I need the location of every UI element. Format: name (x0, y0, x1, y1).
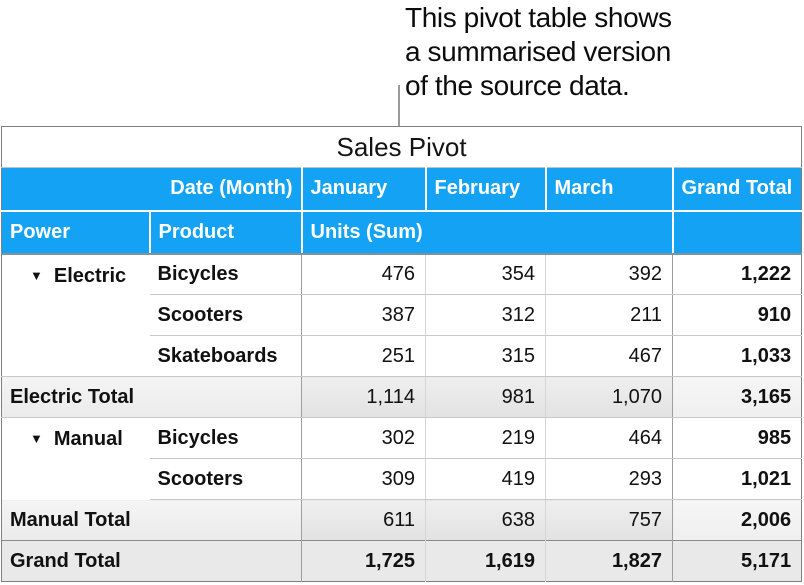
field-header-row: Power Product Units (Sum) (1, 210, 802, 255)
header-units-sum[interactable]: Units (Sum) (301, 210, 674, 255)
data-cell[interactable]: 467 (545, 335, 673, 377)
table-row: Skateboards 251 315 467 1,033 (2, 335, 802, 377)
total-row-label[interactable]: Electric Total (1, 376, 302, 418)
pivot-table-grid: Sales Pivot Date (Month) January Februar… (1, 126, 803, 582)
data-cell[interactable]: 476 (301, 253, 426, 295)
header-grand-total[interactable]: Grand Total (672, 167, 802, 212)
grand-total-grand-total-cell[interactable]: 5,171 (671, 540, 802, 582)
data-cell[interactable]: 211 (545, 294, 673, 336)
callout-leader-line (398, 85, 400, 126)
data-cell[interactable]: 293 (545, 458, 673, 500)
total-grand-total-cell[interactable]: 3,165 (671, 376, 802, 418)
group-cell-electric[interactable]: ▼ Electric (1, 253, 150, 377)
total-data-cell[interactable]: 1,070 (545, 376, 673, 418)
disclosure-triangle-icon[interactable]: ▼ (30, 431, 43, 446)
data-cell[interactable]: 419 (425, 458, 546, 500)
product-cell[interactable]: Bicycles (149, 417, 302, 459)
grand-total-cell[interactable]: 1,021 (671, 458, 802, 500)
callout-annotation: This pivot table shows a summarised vers… (405, 1, 672, 103)
grand-total-cell[interactable]: 1,222 (671, 253, 802, 295)
data-cell[interactable]: 219 (425, 417, 546, 459)
group-label: Manual (53, 428, 123, 450)
data-cell[interactable]: 251 (301, 335, 426, 377)
data-cell[interactable]: 309 (301, 458, 426, 500)
header-power[interactable]: Power (1, 210, 151, 255)
callout-text-line: This pivot table shows (405, 2, 672, 33)
data-cell[interactable]: 312 (425, 294, 546, 336)
grand-total-cell[interactable]: 985 (671, 417, 802, 459)
total-data-cell[interactable]: 757 (545, 499, 673, 541)
header-grand-total-spacer[interactable] (672, 210, 802, 255)
data-cell[interactable]: 464 (545, 417, 673, 459)
product-cell[interactable]: Scooters (149, 458, 302, 500)
total-data-cell[interactable]: 981 (425, 376, 546, 418)
header-january[interactable]: January (301, 167, 427, 212)
total-row-label[interactable]: Manual Total (1, 499, 302, 541)
total-data-cell[interactable]: 638 (425, 499, 546, 541)
data-cell[interactable]: 354 (425, 253, 546, 295)
data-cell[interactable]: 392 (545, 253, 673, 295)
column-header-row: Date (Month) January February March Gran… (1, 167, 802, 212)
total-data-cell[interactable]: 1,114 (301, 376, 426, 418)
disclosure-triangle-icon[interactable]: ▼ (30, 267, 43, 283)
table-row: ▼ Manual Bicycles 302 219 464 985 (1, 417, 802, 500)
section-total-row: Manual Total 611 638 757 2,006 (1, 499, 802, 541)
data-cell[interactable]: 315 (425, 335, 546, 377)
table-row: ▼ Electric Bicycles 476 354 392 1,222 (1, 253, 802, 377)
callout-text-line: a summarised version (405, 36, 671, 67)
pivot-table: Sales Pivot Date (Month) January Februar… (1, 126, 803, 582)
grand-total-data-cell[interactable]: 1,827 (545, 540, 673, 582)
table-title[interactable]: Sales Pivot (1, 126, 802, 168)
total-grand-total-cell[interactable]: 2,006 (671, 499, 802, 541)
group-cell-manual[interactable]: ▼ Manual (1, 417, 150, 500)
header-date-month[interactable]: Date (Month) (1, 167, 303, 212)
callout-text-line: of the source data. (405, 70, 630, 101)
product-cell[interactable]: Scooters (149, 294, 302, 336)
grand-total-row: Grand Total 1,725 1,619 1,827 5,171 (1, 540, 802, 582)
grand-total-data-cell[interactable]: 1,619 (425, 540, 546, 582)
grand-total-data-cell[interactable]: 1,725 (301, 540, 426, 582)
header-product[interactable]: Product (149, 210, 303, 255)
group-label: Electric (53, 264, 127, 287)
table-title-row: Sales Pivot (1, 126, 802, 168)
grand-total-cell[interactable]: 1,033 (671, 335, 802, 377)
grand-total-cell[interactable]: 910 (671, 294, 802, 336)
header-march[interactable]: March (545, 167, 674, 212)
product-cell[interactable]: Skateboards (149, 335, 302, 377)
data-cell[interactable]: 302 (301, 417, 426, 459)
section-total-row: Electric Total 1,114 981 1,070 3,165 (1, 376, 802, 418)
grand-total-row-label[interactable]: Grand Total (1, 540, 302, 582)
table-row: Scooters 309 419 293 1,021 (2, 458, 802, 500)
total-data-cell[interactable]: 611 (301, 499, 426, 541)
table-row: Scooters 387 312 211 910 (2, 294, 802, 336)
header-february[interactable]: February (425, 167, 547, 212)
data-cell[interactable]: 387 (301, 294, 426, 336)
product-cell[interactable]: Bicycles (149, 253, 302, 295)
